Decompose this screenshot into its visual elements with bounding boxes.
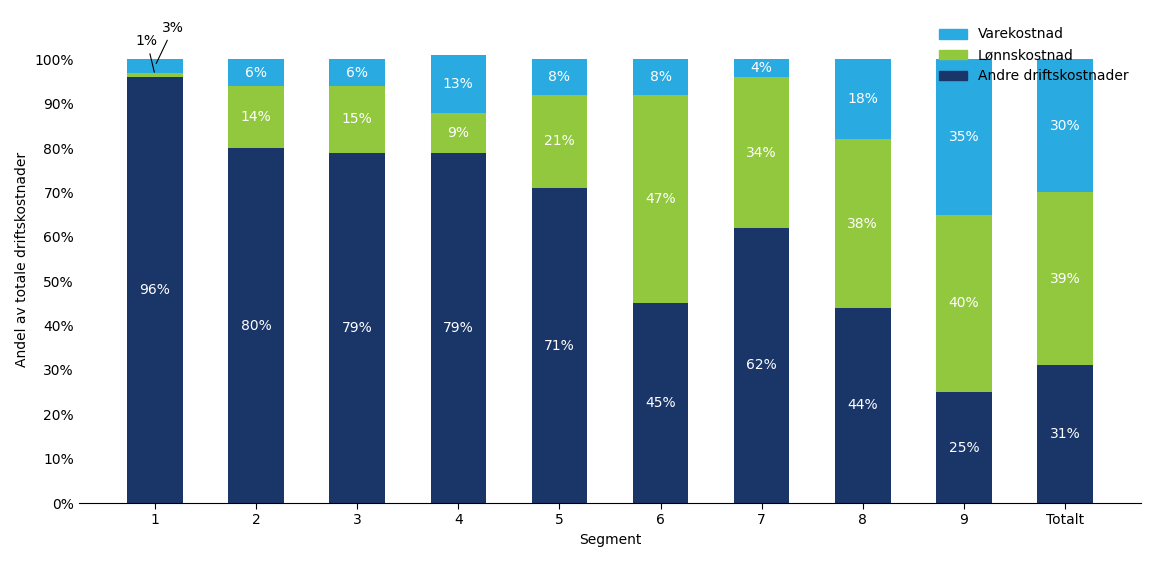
Text: 79%: 79%: [342, 321, 372, 335]
Bar: [1037, 192, 1092, 365]
Bar: [329, 152, 385, 503]
Bar: [632, 95, 688, 303]
Bar: [430, 152, 487, 503]
Text: 71%: 71%: [544, 338, 575, 352]
Bar: [936, 60, 992, 215]
Text: 34%: 34%: [747, 146, 777, 160]
Text: 4%: 4%: [750, 61, 772, 75]
Bar: [1037, 365, 1092, 503]
Bar: [532, 188, 587, 503]
Bar: [835, 308, 890, 503]
Bar: [228, 86, 284, 148]
Text: 31%: 31%: [1050, 427, 1081, 441]
Text: 1%: 1%: [136, 34, 158, 72]
Text: 9%: 9%: [447, 125, 469, 139]
Text: 45%: 45%: [645, 396, 676, 410]
Text: 44%: 44%: [847, 398, 879, 413]
Bar: [430, 55, 487, 112]
Bar: [127, 60, 183, 72]
Bar: [632, 303, 688, 503]
Text: 25%: 25%: [949, 441, 979, 455]
Bar: [127, 77, 183, 503]
Text: 79%: 79%: [443, 321, 474, 335]
Bar: [734, 77, 790, 228]
Text: 14%: 14%: [240, 110, 272, 124]
Bar: [835, 139, 890, 308]
Text: 96%: 96%: [140, 283, 170, 297]
Bar: [936, 215, 992, 392]
Text: 13%: 13%: [443, 77, 474, 91]
X-axis label: Segment: Segment: [579, 533, 642, 547]
Bar: [734, 228, 790, 503]
Text: 30%: 30%: [1050, 119, 1080, 133]
Text: 8%: 8%: [548, 70, 570, 84]
Text: 62%: 62%: [747, 359, 777, 373]
Text: 47%: 47%: [645, 192, 676, 206]
Text: 80%: 80%: [240, 319, 272, 333]
Text: 18%: 18%: [847, 92, 879, 106]
Bar: [329, 86, 385, 152]
Text: 38%: 38%: [847, 216, 879, 230]
Text: 40%: 40%: [949, 296, 979, 310]
Bar: [936, 392, 992, 503]
Bar: [228, 148, 284, 503]
Bar: [835, 60, 890, 139]
Bar: [532, 60, 587, 95]
Text: 21%: 21%: [544, 134, 575, 148]
Bar: [632, 60, 688, 95]
Text: 8%: 8%: [650, 70, 672, 84]
Text: 3%: 3%: [156, 21, 184, 64]
Bar: [228, 60, 284, 86]
Text: 15%: 15%: [342, 112, 372, 126]
Text: 6%: 6%: [346, 66, 369, 80]
Bar: [329, 60, 385, 86]
Bar: [1037, 60, 1092, 192]
Bar: [127, 72, 183, 77]
Bar: [430, 112, 487, 152]
Text: 6%: 6%: [245, 66, 267, 80]
Y-axis label: Andel av totale driftskostnader: Andel av totale driftskostnader: [15, 151, 29, 366]
Legend: Varekostnad, Lønnskostnad, Andre driftskostnader: Varekostnad, Lønnskostnad, Andre driftsk…: [933, 22, 1134, 89]
Text: 39%: 39%: [1050, 272, 1081, 286]
Bar: [532, 95, 587, 188]
Text: 35%: 35%: [949, 130, 979, 144]
Bar: [734, 60, 790, 77]
